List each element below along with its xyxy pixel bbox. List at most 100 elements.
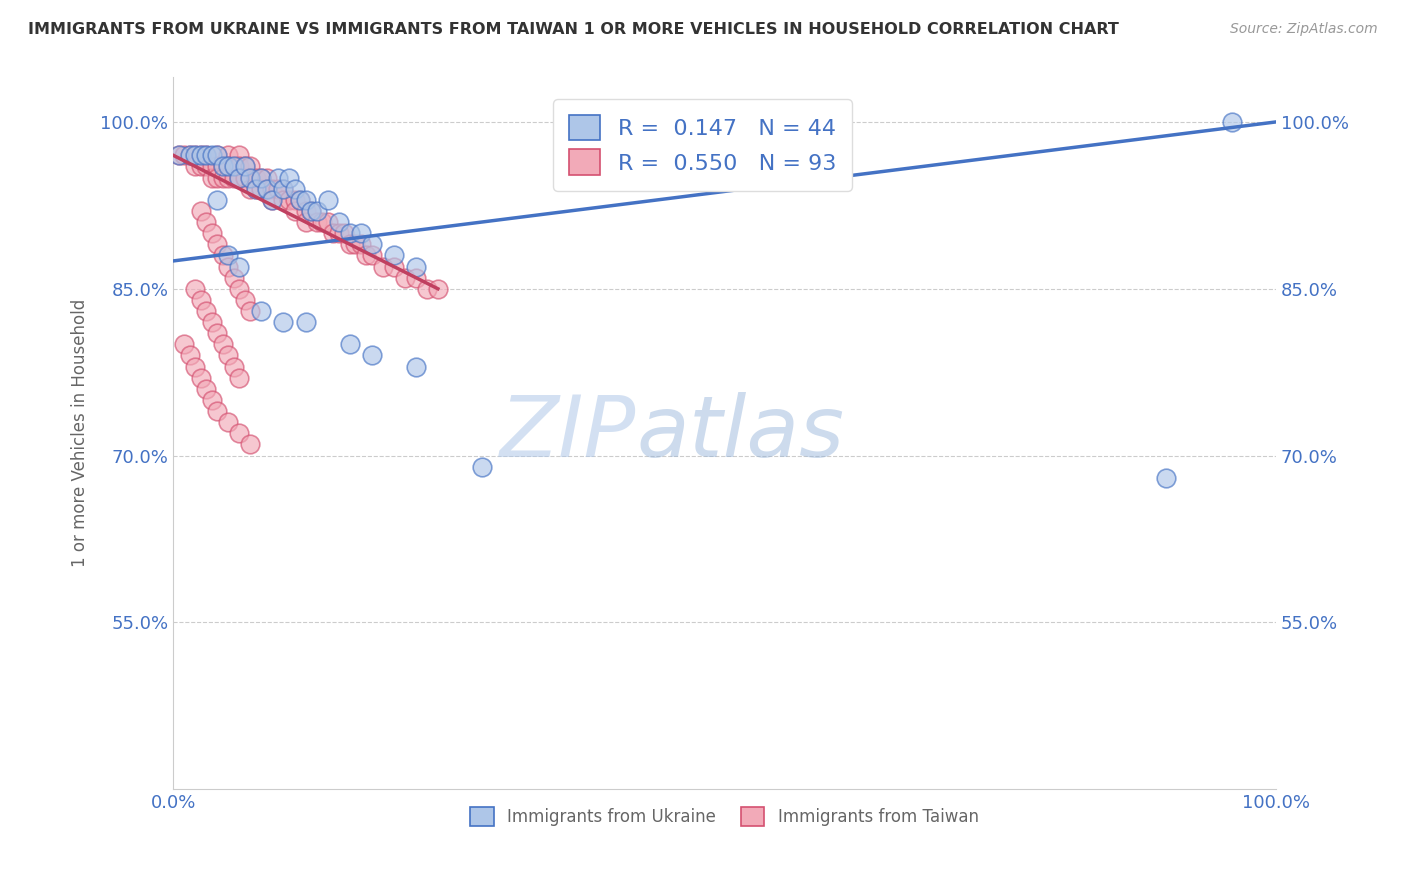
Point — [288, 193, 311, 207]
Point — [190, 370, 212, 384]
Point — [360, 349, 382, 363]
Text: atlas: atlas — [637, 392, 845, 475]
Point — [239, 160, 262, 174]
Point — [239, 304, 262, 318]
Point — [311, 215, 333, 229]
Point — [283, 181, 305, 195]
Point — [262, 193, 284, 207]
Point — [207, 170, 229, 185]
Point — [250, 181, 273, 195]
Point — [217, 349, 239, 363]
Point — [195, 148, 218, 162]
Point — [273, 315, 295, 329]
Point — [228, 170, 250, 185]
Point — [239, 170, 262, 185]
Point — [195, 160, 218, 174]
Point — [371, 260, 394, 274]
Point — [233, 160, 256, 174]
Point — [471, 459, 494, 474]
Point — [339, 226, 361, 240]
Text: IMMIGRANTS FROM UKRAINE VS IMMIGRANTS FROM TAIWAN 1 OR MORE VEHICLES IN HOUSEHOL: IMMIGRANTS FROM UKRAINE VS IMMIGRANTS FR… — [28, 22, 1119, 37]
Point — [239, 437, 262, 451]
Point — [228, 148, 250, 162]
Point — [233, 293, 256, 307]
Point — [1154, 471, 1177, 485]
Point — [179, 148, 201, 162]
Point — [217, 170, 239, 185]
Point — [207, 326, 229, 341]
Point — [405, 260, 427, 274]
Point — [294, 203, 316, 218]
Point — [222, 160, 245, 174]
Y-axis label: 1 or more Vehicles in Household: 1 or more Vehicles in Household — [72, 299, 89, 567]
Point — [322, 226, 344, 240]
Legend: Immigrants from Ukraine, Immigrants from Taiwan: Immigrants from Ukraine, Immigrants from… — [463, 798, 987, 834]
Point — [207, 148, 229, 162]
Point — [262, 181, 284, 195]
Point — [305, 215, 328, 229]
Point — [179, 148, 201, 162]
Point — [207, 148, 229, 162]
Point — [233, 160, 256, 174]
Point — [288, 193, 311, 207]
Point — [228, 370, 250, 384]
Point — [217, 415, 239, 429]
Point — [360, 248, 382, 262]
Point — [228, 282, 250, 296]
Point — [405, 270, 427, 285]
Point — [278, 170, 301, 185]
Point — [245, 170, 267, 185]
Point — [328, 215, 350, 229]
Point — [416, 282, 439, 296]
Point — [201, 392, 224, 407]
Point — [195, 382, 218, 396]
Point — [211, 160, 233, 174]
Point — [256, 170, 278, 185]
Point — [250, 170, 273, 185]
Point — [262, 193, 284, 207]
Point — [350, 226, 373, 240]
Point — [360, 237, 382, 252]
Point — [222, 160, 245, 174]
Point — [190, 160, 212, 174]
Point — [207, 160, 229, 174]
Point — [190, 148, 212, 162]
Point — [184, 359, 207, 374]
Point — [184, 282, 207, 296]
Point — [273, 181, 295, 195]
Point — [190, 293, 212, 307]
Point — [250, 304, 273, 318]
Point — [339, 337, 361, 351]
Point — [382, 260, 405, 274]
Point — [184, 148, 207, 162]
Point — [339, 237, 361, 252]
Point — [239, 170, 262, 185]
Point — [239, 181, 262, 195]
Point — [190, 203, 212, 218]
Point — [233, 170, 256, 185]
Point — [1220, 115, 1243, 129]
Point — [201, 170, 224, 185]
Point — [228, 170, 250, 185]
Point — [184, 148, 207, 162]
Point — [195, 148, 218, 162]
Point — [167, 148, 190, 162]
Point — [394, 270, 416, 285]
Point — [184, 160, 207, 174]
Point — [382, 248, 405, 262]
Point — [350, 237, 373, 252]
Point — [250, 170, 273, 185]
Point — [294, 193, 316, 207]
Point — [256, 181, 278, 195]
Point — [173, 148, 195, 162]
Point — [228, 260, 250, 274]
Point — [201, 226, 224, 240]
Point — [245, 181, 267, 195]
Point — [426, 282, 449, 296]
Point — [316, 193, 339, 207]
Point — [217, 260, 239, 274]
Point — [256, 181, 278, 195]
Point — [228, 160, 250, 174]
Point — [179, 349, 201, 363]
Point — [222, 270, 245, 285]
